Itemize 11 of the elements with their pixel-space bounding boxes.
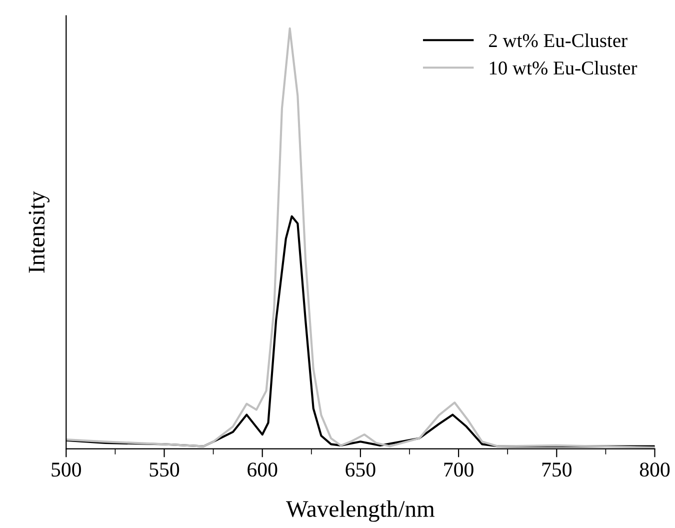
x-tick-label: 550 [150,462,180,477]
x-tick-label: 750 [542,462,572,477]
x-tick-label: 500 [52,462,81,477]
legend-label: 2 wt% Eu-Cluster [489,33,628,48]
legend-label: 10 wt% Eu-Cluster [490,60,638,75]
y-axis-title: Intensity [28,191,50,273]
x-tick-label: 700 [444,462,474,477]
x-tick-label: 600 [248,462,278,477]
x-tick-label: 800 [640,462,670,477]
x-tick-label: 650 [346,462,376,477]
x-axis-title: Wavelength/nm [286,500,435,522]
